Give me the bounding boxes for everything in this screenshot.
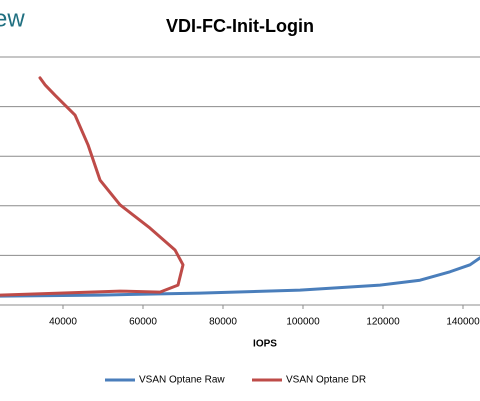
chart-title: VDI-FC-Init-Login [166, 16, 314, 36]
x-tick-label: 80000 [209, 317, 237, 328]
x-tick-label: 40000 [49, 317, 77, 328]
line-series [0, 76, 185, 297]
x-tick-label: 120000 [366, 317, 400, 328]
legend-label: VSAN Optane Raw [139, 375, 225, 386]
x-axis-label: IOPS [253, 339, 277, 350]
x-tick-label: 140000 [446, 317, 480, 328]
x-tick-label: 60000 [129, 317, 157, 328]
line-series [0, 256, 480, 298]
x-tick-label: 100000 [286, 317, 320, 328]
legend-label: VSAN Optane DR [286, 375, 366, 386]
logo: ew [0, 5, 25, 32]
